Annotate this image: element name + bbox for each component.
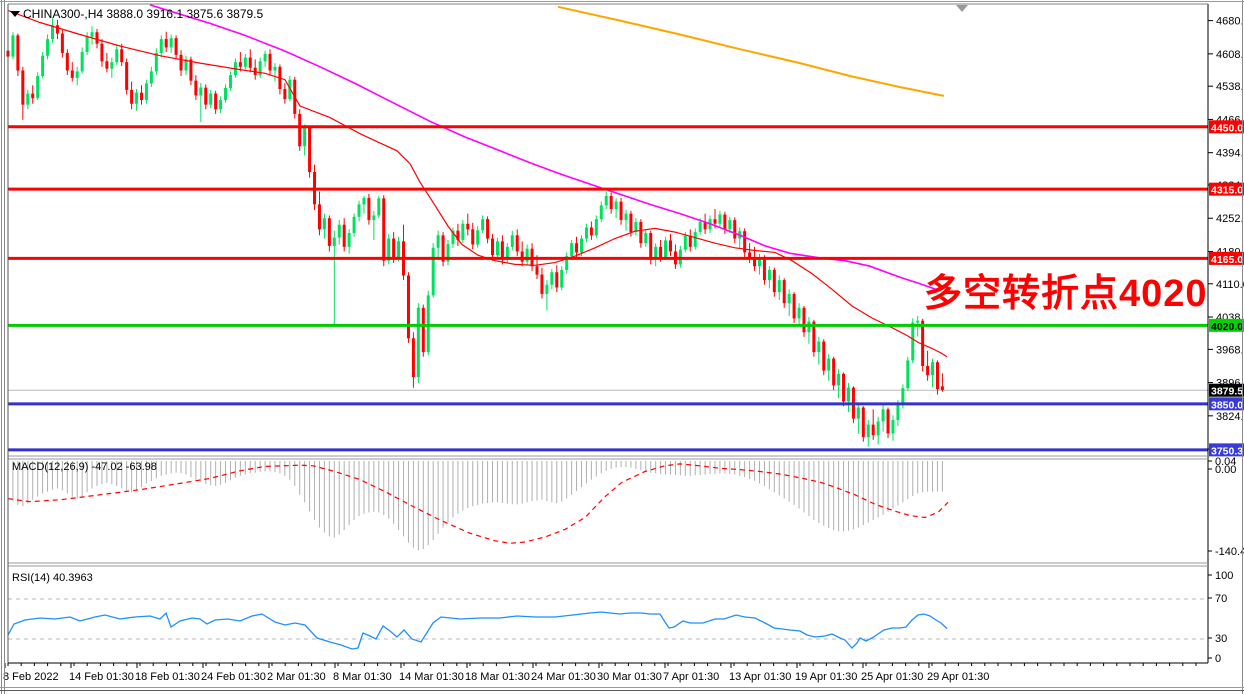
level-badge [1209, 397, 1244, 411]
price-tick-label: 4680.0 [1216, 16, 1244, 28]
window-bottom-border-outer [0, 687, 1244, 688]
rsi-axis-label: 0 [1215, 653, 1221, 665]
price-tick-label: 3824.0 [1216, 411, 1244, 423]
symbol-timeframe-label: CHINA300-,H4 [23, 7, 104, 21]
window-frame [7, 3, 1208, 663]
level-badge [1209, 318, 1244, 332]
price-tick-label: 4394.0 [1216, 148, 1244, 160]
price-tick-label: 4538.0 [1216, 81, 1244, 93]
svg-text:4165.0: 4165.0 [1211, 254, 1243, 266]
window-bottom-border-inner [0, 690, 1244, 691]
orange-trendline[interactable] [557, 5, 945, 97]
price-tick-label: 4252.0 [1216, 213, 1244, 225]
window-left-border-inner [4, 0, 5, 694]
time-axis[interactable]: 8 Feb 2022 14 Feb 01:30 18 Feb 01:30 24 Feb… [3, 662, 1208, 683]
price-tick-label: 3968.0 [1216, 344, 1244, 356]
time-tick-label: 19 Apr 01:30 [795, 671, 857, 683]
level-badge [1209, 251, 1244, 265]
price-annotation-text[interactable]: 多空转折点4020 [924, 273, 1208, 315]
time-tick-label: 25 Apr 01:30 [861, 671, 923, 683]
macd-pane[interactable] [7, 461, 949, 551]
time-tick-label: 29 Apr 01:30 [927, 671, 989, 683]
svg-text:4450.0: 4450.0 [1211, 122, 1243, 134]
level-badge [1209, 443, 1244, 457]
time-tick-label: 24 Feb 01:30 [201, 671, 266, 683]
rsi-pane[interactable] [7, 598, 1208, 650]
time-tick-label: 13 Apr 01:30 [729, 671, 791, 683]
svg-text:3850.0: 3850.0 [1211, 399, 1243, 411]
svg-text:3879.5: 3879.5 [1211, 386, 1243, 398]
macd-signal-line[interactable] [7, 463, 949, 544]
time-tick-label: 24 Mar 01:30 [531, 671, 596, 683]
chart-shift-marker-icon[interactable] [956, 5, 968, 12]
symbol-ohlc-title: CHINA300-,H4 3888.0 3916.1 3875.6 3879.5 [23, 7, 263, 21]
rsi-line[interactable] [7, 611, 948, 650]
time-tick-label: 7 Apr 01:30 [663, 671, 719, 683]
window-top-border [0, 1, 1244, 2]
macd-axis-label: 0.04 [1215, 456, 1236, 468]
time-tick-label: 8 Mar 01:30 [333, 671, 392, 683]
current-price-badge [1209, 383, 1244, 397]
rsi-axis-label: 70 [1215, 593, 1227, 605]
last-bar-ohlc-values: 3888.0 3916.1 3875.6 3879.5 [106, 7, 264, 21]
chevron-down-icon[interactable] [10, 11, 20, 17]
time-tick-label: 14 Mar 01:30 [399, 671, 464, 683]
window-left-border-outer [1, 0, 2, 694]
time-tick-label: 18 Mar 01:30 [465, 671, 530, 683]
level-badge [1209, 120, 1244, 134]
window-right-border [1242, 0, 1243, 694]
time-tick-label: 14 Feb 01:30 [69, 671, 134, 683]
price-tick-label: 4110.0 [1216, 279, 1244, 291]
price-tick-label: 4608.0 [1216, 49, 1244, 61]
fast-ma-line[interactable] [7, 9, 948, 358]
time-tick-label: 8 Feb 2022 [3, 671, 59, 683]
macd-axis-label: 0.00 [1215, 464, 1236, 476]
candlestick-series[interactable] [6, 4, 1209, 452]
slow-ma-line[interactable] [149, 4, 938, 291]
svg-text:3750.3: 3750.3 [1211, 445, 1243, 457]
macd-axis-label: -140.44 [1215, 546, 1244, 558]
rsi-axis-label: 30 [1215, 633, 1227, 645]
time-tick-label: 30 Mar 01:30 [597, 671, 662, 683]
macd-indicator-label: MACD(12,26,9) -47.02 -63.98 [12, 461, 157, 473]
rsi-indicator-label: RSI(14) 40.3963 [12, 572, 93, 584]
time-tick-label: 18 Feb 01:30 [135, 671, 200, 683]
price-axis[interactable]: 4680.04608.04538.04466.04394.04324.04252… [1207, 4, 1244, 665]
level-badge [1209, 182, 1244, 196]
svg-text:4315.0: 4315.0 [1211, 185, 1243, 197]
time-tick-label: 2 Mar 01:30 [267, 671, 326, 683]
svg-text:4020.0: 4020.0 [1211, 321, 1243, 333]
rsi-axis-label: 100 [1215, 570, 1233, 582]
